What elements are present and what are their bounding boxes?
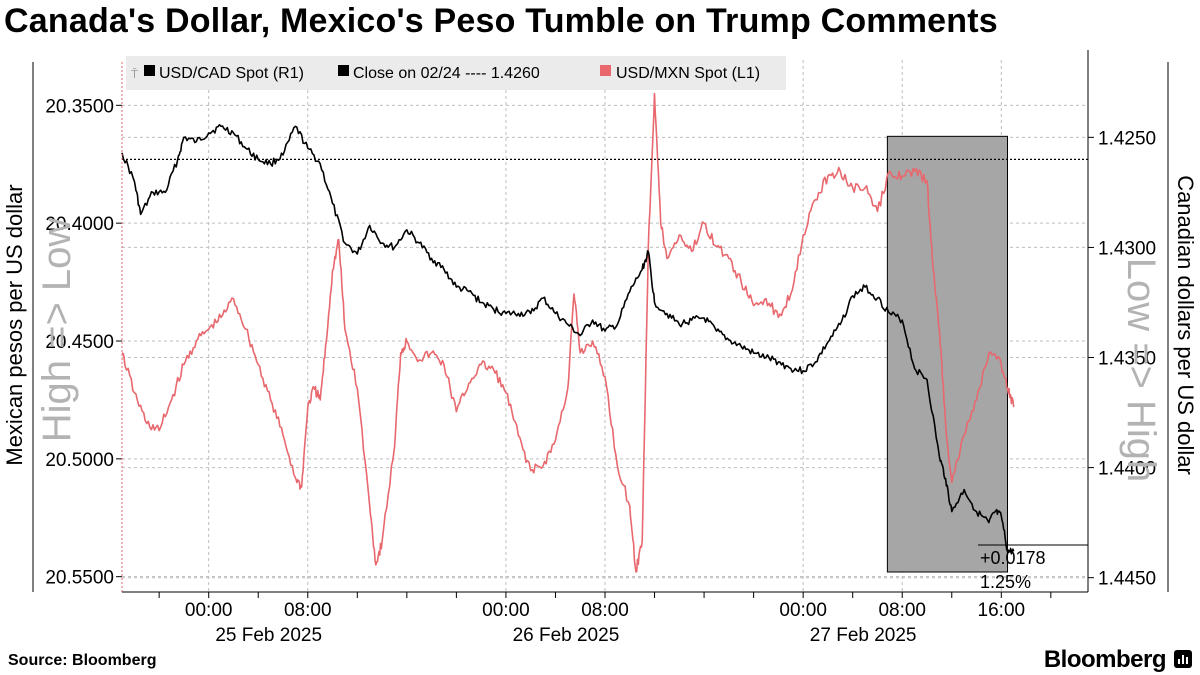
legend-background <box>126 56 786 90</box>
highlight-region <box>886 135 1008 573</box>
left-tick-label: 20.5000 <box>45 450 114 471</box>
legend-swatch-usdmxn <box>600 65 611 76</box>
annotation-change: +0.0178 <box>980 548 1046 568</box>
left-axis-label: Mexican pesos per US dollar <box>2 184 27 465</box>
x-date-label: 27 Feb 2025 <box>810 625 917 646</box>
chart-title: Canada's Dollar, Mexico's Peso Tumble on… <box>4 2 998 40</box>
tick-labels: 20.3500 20.4000 20.4500 20.5000 20.5500 1.425… <box>45 96 1156 646</box>
legend-pin-icon: ⍑ <box>131 67 139 81</box>
left-tick-label: 20.5500 <box>45 568 114 589</box>
series-layer <box>121 92 1015 573</box>
legend-swatch-usdcad <box>144 65 155 76</box>
left-tick-label: 20.4000 <box>45 214 114 235</box>
x-date-label: 25 Feb 2025 <box>215 625 322 646</box>
right-tick-label: 1.4300 <box>1098 238 1156 259</box>
axes <box>32 50 1169 598</box>
left-tick-label: 20.3500 <box>45 96 114 117</box>
left-axis-watermark: High => Low <box>35 218 79 443</box>
x-tick-label: 16:00 <box>978 600 1026 621</box>
right-axis-label: Canadian dollars per US dollar <box>1173 175 1198 475</box>
x-date-label: 26 Feb 2025 <box>513 625 620 646</box>
right-tick-label: 1.4450 <box>1098 569 1156 590</box>
highlight-region-layer <box>886 135 1008 573</box>
change-annotation: +0.0178 1.25% <box>978 544 1088 592</box>
right-tick-label: 1.4400 <box>1098 459 1156 480</box>
right-tick-label: 1.4250 <box>1098 128 1156 149</box>
series-usdcad-line <box>121 124 1015 555</box>
right-tick-label: 1.4350 <box>1098 349 1156 370</box>
x-tick-label: 08:00 <box>284 600 332 621</box>
left-tick-label: 20.4500 <box>45 332 114 353</box>
x-tick-label: 00:00 <box>482 600 530 621</box>
bloomberg-chart-icon <box>1174 650 1192 668</box>
annotation-percent: 1.25% <box>980 572 1031 592</box>
right-axis-watermark: Low => High <box>1119 258 1163 483</box>
legend-swatch-close <box>338 65 349 76</box>
x-tick-label: 00:00 <box>779 600 827 621</box>
series-usdmxn-line <box>121 92 1015 573</box>
footer-source: Source: Bloomberg <box>8 652 157 669</box>
legend-label-usdcad: USD/CAD Spot (R1) <box>159 65 304 82</box>
legend: ⍑ USD/CAD Spot (R1) Close on 02/24 ---- … <box>126 56 786 90</box>
x-tick-label: 08:00 <box>878 600 926 621</box>
x-tick-label: 08:00 <box>581 600 629 621</box>
legend-label-usdmxn: USD/MXN Spot (L1) <box>616 65 760 82</box>
x-tick-label: 00:00 <box>185 600 233 621</box>
bloomberg-logo: Bloomberg <box>1043 646 1167 673</box>
legend-label-close: Close on 02/24 ---- 1.4260 <box>353 65 540 82</box>
